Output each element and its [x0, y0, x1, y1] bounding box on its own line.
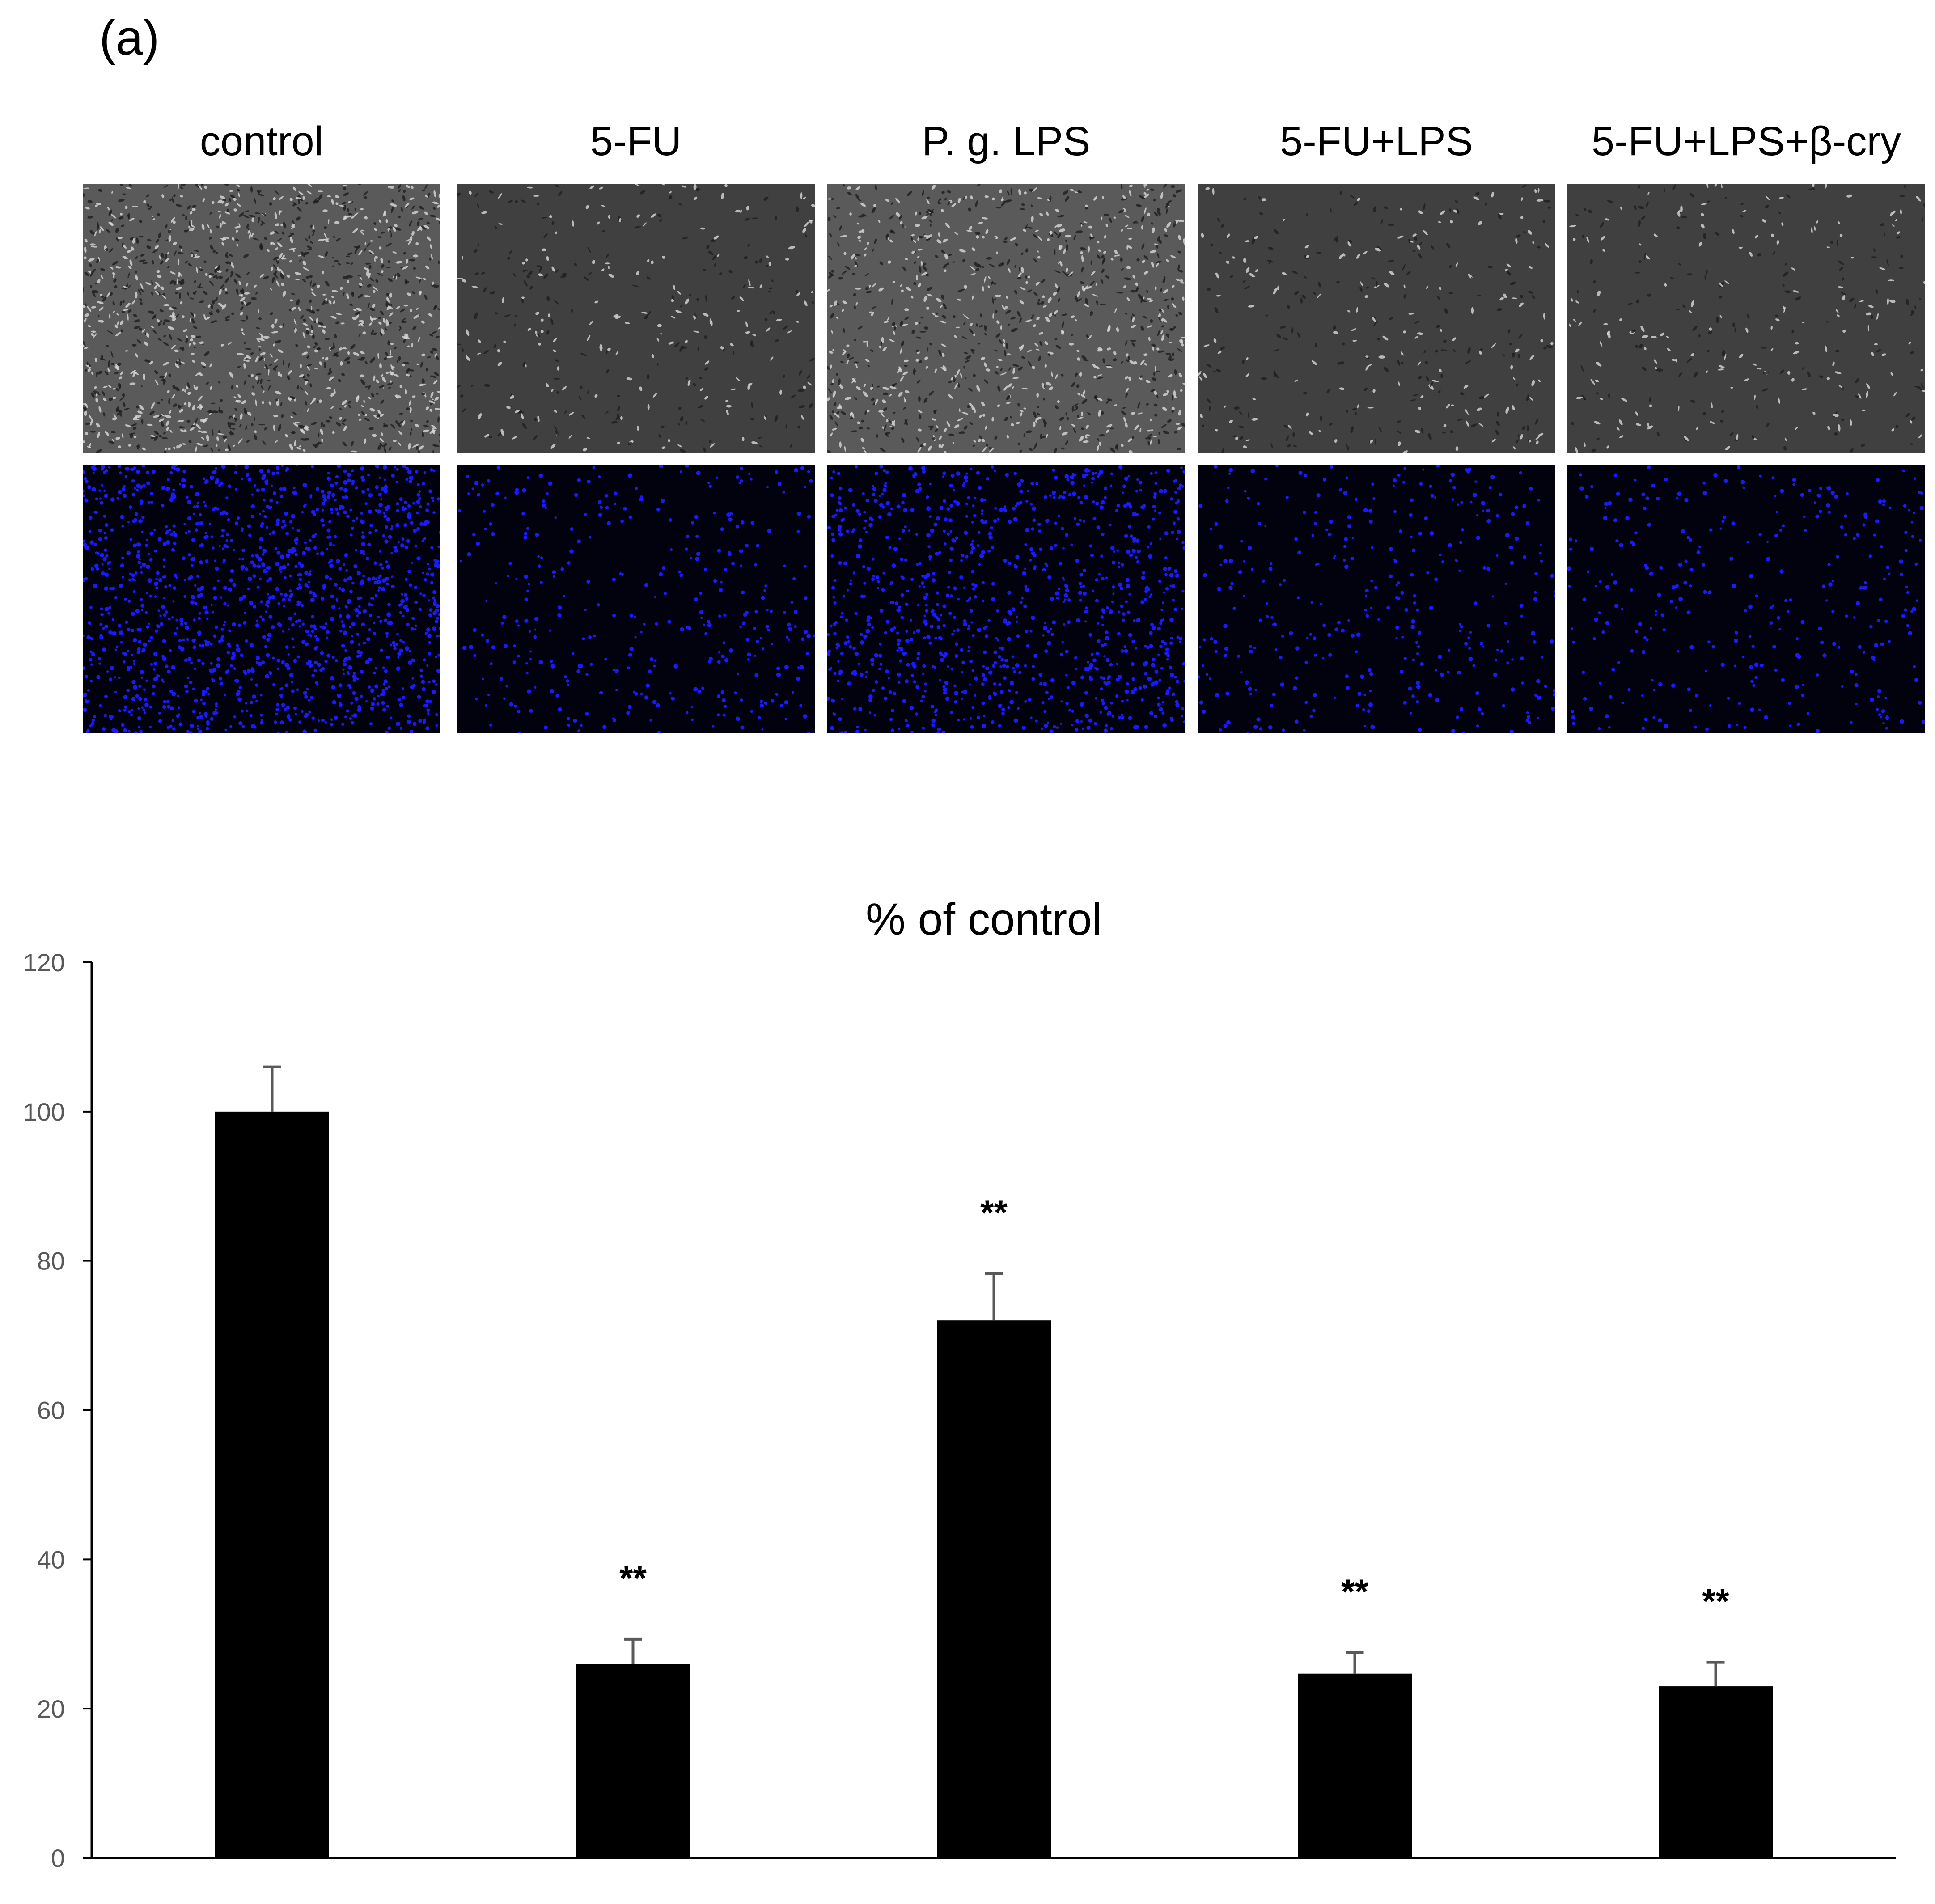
y-tick-label: 100 [23, 1098, 65, 1126]
y-tick-label: 20 [37, 1695, 65, 1723]
bar-0 [215, 1111, 329, 1858]
column-label: control [199, 118, 324, 164]
bar-chart: % of control 0 20 40 60 80 100 120 ** ** ** ** [23, 894, 1896, 1872]
fluorescence-nuclei-image [1567, 465, 1925, 733]
y-tick-label: 120 [23, 948, 65, 977]
y-tick-label: 80 [37, 1247, 65, 1275]
y-tick-label: 60 [37, 1396, 65, 1425]
phase-contrast-image [1198, 184, 1555, 453]
phase-contrast-image [1567, 184, 1925, 453]
column-label: 5-FU+LPS [1279, 118, 1473, 164]
significance-label: ** [1702, 1582, 1729, 1621]
bar-4 [1659, 1686, 1773, 1858]
bar-2 [937, 1320, 1051, 1858]
significance-label: ** [619, 1558, 647, 1598]
fluorescence-nuclei-image [827, 465, 1185, 733]
chart-bars: ** ** ** ** [215, 1065, 1773, 1858]
phase-contrast-image [457, 184, 815, 453]
panel-label: (a) [99, 10, 160, 65]
significance-label: ** [1341, 1572, 1368, 1611]
column-label: 5-FU [590, 118, 682, 164]
y-tick-label: 40 [37, 1545, 65, 1574]
significance-label: ** [980, 1193, 1008, 1232]
bar-3 [1298, 1673, 1412, 1858]
fluorescence-nuclei-image [457, 465, 815, 733]
column-label: 5-FU+LPS+β-cry [1592, 118, 1901, 164]
chart-axes: 0 20 40 60 80 100 120 [23, 948, 1896, 1872]
phase-contrast-image [827, 184, 1185, 453]
y-tick-label: 0 [51, 1844, 65, 1872]
phase-contrast-image [83, 184, 440, 453]
fluorescence-nuclei-image [1198, 465, 1555, 733]
column-label: P. g. LPS [922, 118, 1091, 164]
fluorescence-nuclei-image [83, 465, 440, 733]
bar-1 [576, 1664, 690, 1858]
chart-title: % of control [866, 894, 1102, 944]
